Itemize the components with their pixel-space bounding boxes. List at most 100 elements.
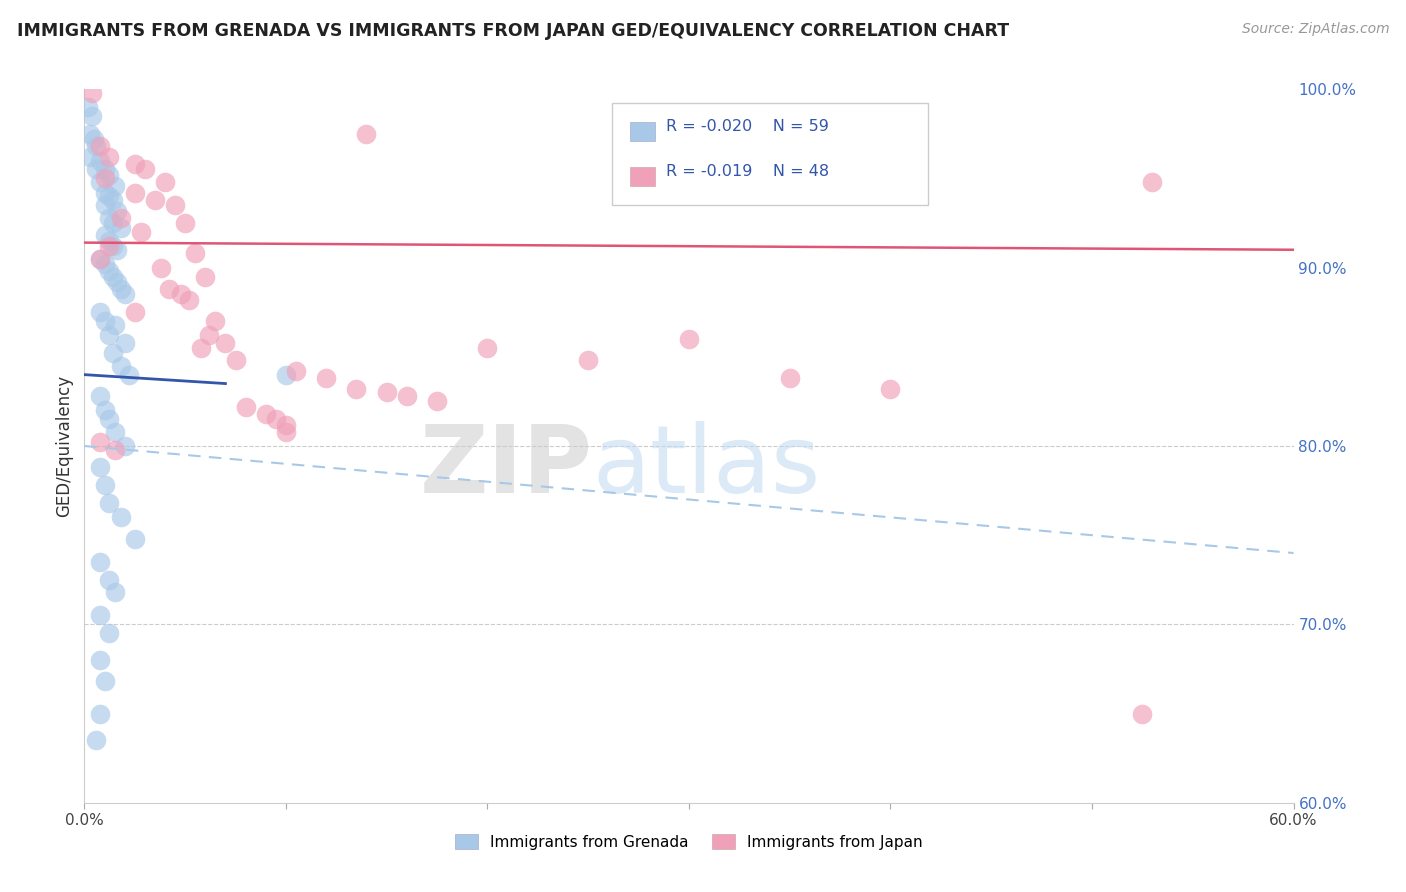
Point (97, 239, 120, 253)
Point (879, 382, 901, 396)
Point (110, 359, 132, 373)
Text: R = -0.019    N = 48: R = -0.019 N = 48 (666, 164, 830, 178)
Point (110, 510, 132, 524)
Point (89, 653, 111, 667)
Point (89, 706, 111, 721)
Point (118, 368, 141, 382)
Point (114, 287, 136, 301)
Point (477, 341, 499, 355)
Point (97, 189, 120, 203)
Point (105, 203, 128, 218)
Point (93, 171, 115, 186)
Point (82, 86, 104, 100)
Point (149, 260, 172, 275)
Point (93, 186, 115, 200)
Point (190, 341, 212, 355)
Point (114, 335, 136, 350)
Point (93, 478, 115, 492)
Point (395, 389, 418, 403)
Point (134, 162, 156, 177)
Point (356, 127, 378, 141)
Point (89, 460, 111, 475)
Point (89, 153, 111, 168)
Point (194, 269, 217, 284)
Point (779, 371, 801, 385)
Text: IMMIGRANTS FROM GRENADA VS IMMIGRANTS FROM JAPAN GED/EQUIVALENCY CORRELATION CHA: IMMIGRANTS FROM GRENADA VS IMMIGRANTS FR… (17, 22, 1010, 40)
Point (274, 425, 297, 439)
Point (93, 162, 115, 177)
Point (89, 175, 111, 189)
Point (83, 132, 105, 146)
Point (174, 216, 197, 230)
Point (179, 293, 201, 307)
Point (124, 157, 146, 171)
Point (97, 573, 120, 587)
Point (143, 193, 166, 207)
Point (274, 368, 297, 382)
Point (104, 585, 127, 599)
Point (93, 403, 115, 417)
Point (104, 178, 127, 193)
Point (97, 211, 120, 225)
Point (89, 555, 111, 569)
Legend: Immigrants from Grenada, Immigrants from Japan: Immigrants from Grenada, Immigrants from… (449, 828, 929, 855)
Point (101, 216, 124, 230)
Point (104, 318, 127, 332)
Point (110, 282, 132, 296)
Point (124, 305, 146, 319)
Point (86, 139, 108, 153)
Point (1142, 175, 1164, 189)
Point (86, 733, 108, 747)
Point (678, 332, 700, 346)
Point (204, 314, 226, 328)
Point (104, 442, 127, 457)
Point (89, 435, 111, 450)
Point (264, 412, 287, 426)
Point (153, 175, 176, 189)
Point (114, 439, 136, 453)
Point (254, 407, 277, 421)
Point (79, 127, 101, 141)
Point (89, 305, 111, 319)
Point (576, 353, 599, 368)
Point (77, 100, 100, 114)
Point (101, 239, 124, 253)
Text: R = -0.020    N = 59: R = -0.020 N = 59 (666, 120, 830, 134)
Point (315, 371, 337, 385)
Point (110, 211, 132, 225)
Point (184, 246, 207, 260)
Point (165, 198, 187, 212)
Point (101, 193, 124, 207)
Point (97, 264, 120, 278)
Point (1132, 706, 1154, 721)
Point (89, 252, 111, 266)
Point (93, 228, 115, 243)
Point (274, 417, 297, 432)
Point (235, 400, 257, 414)
Point (97, 168, 120, 182)
Point (97, 150, 120, 164)
Point (124, 532, 146, 546)
Point (93, 314, 115, 328)
Point (375, 385, 398, 400)
Point (86, 162, 108, 177)
Point (346, 382, 368, 396)
Point (225, 353, 247, 368)
Point (97, 496, 120, 510)
Point (89, 252, 111, 266)
Y-axis label: GED/Equivalency: GED/Equivalency (55, 375, 73, 517)
Point (170, 287, 193, 301)
Text: ZIP: ZIP (419, 421, 592, 514)
Point (93, 674, 115, 689)
Point (97, 234, 120, 248)
Point (110, 221, 132, 235)
Point (198, 328, 221, 343)
Point (97, 412, 120, 426)
Point (82, 109, 104, 123)
Point (89, 389, 111, 403)
Point (101, 269, 124, 284)
Point (104, 425, 127, 439)
Point (93, 198, 115, 212)
Point (97, 626, 120, 640)
Point (105, 275, 128, 289)
